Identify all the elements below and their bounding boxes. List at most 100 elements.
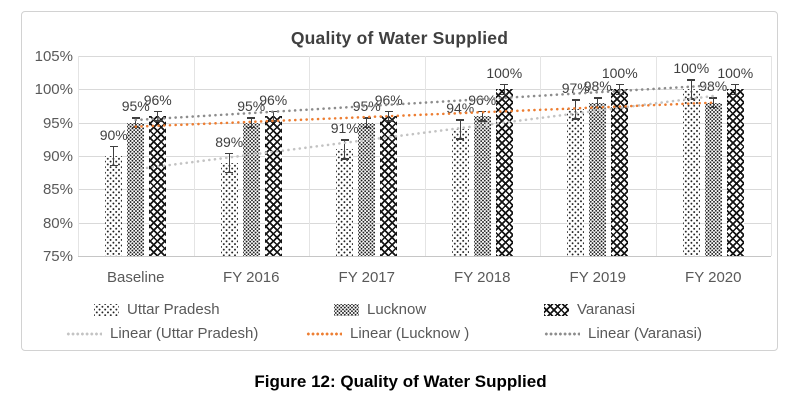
legend-item-lucknow: Lucknow bbox=[334, 302, 426, 318]
trendline-linear-lucknow- bbox=[134, 101, 715, 128]
legend-label: Varanasi bbox=[577, 301, 636, 318]
chart-frame: Quality of Water Supplied 105% 100% 95% 90%… bbox=[21, 11, 778, 351]
error-bar-cap-top bbox=[362, 117, 371, 119]
data-label: 89% bbox=[215, 133, 244, 150]
error-bar-cap-bottom bbox=[615, 93, 624, 95]
error-bar-cap-bottom bbox=[731, 93, 740, 95]
y-axis-tick-label: 85% bbox=[42, 181, 73, 199]
bar-uttar-pradesh bbox=[105, 156, 123, 256]
bar-lucknow bbox=[589, 102, 607, 256]
legend-label: Linear (Lucknow ) bbox=[350, 325, 470, 342]
error-bar-line bbox=[228, 152, 230, 173]
legend-item-varanasi: Varanasi bbox=[544, 302, 635, 318]
legend-swatch-dots-dense bbox=[334, 304, 359, 316]
bar-lucknow bbox=[358, 122, 376, 256]
data-label: 96% bbox=[374, 91, 403, 108]
trendline-linear-varanasi- bbox=[134, 84, 715, 122]
trendline-linear-uttar-pradesh- bbox=[134, 94, 715, 171]
error-bar-line bbox=[597, 97, 599, 108]
data-label: 90% bbox=[99, 127, 128, 143]
data-label: 94% bbox=[446, 100, 475, 117]
legend-item-linear-uttar-pradesh-: Linear (Uttar Pradesh) bbox=[66, 326, 258, 342]
error-bar-cap-top bbox=[225, 152, 234, 154]
bar-lucknow bbox=[704, 102, 722, 256]
v-gridline bbox=[424, 56, 426, 256]
bar-varanasi bbox=[149, 116, 167, 256]
legend-item-uttar-pradesh: Uttar Pradesh bbox=[94, 302, 220, 318]
x-axis-category-label: FY 2016 bbox=[223, 269, 280, 286]
error-bar-cap-top bbox=[500, 84, 509, 86]
legend-label: Linear (Varanasi) bbox=[588, 325, 702, 342]
y-axis-tick-label: 80% bbox=[42, 214, 73, 232]
error-bar-cap-top bbox=[709, 97, 718, 99]
v-gridline bbox=[540, 56, 541, 256]
v-gridline bbox=[655, 56, 657, 256]
legend-swatch-dotted-line bbox=[66, 332, 102, 336]
error-bar-line bbox=[272, 110, 274, 122]
error-bar-line bbox=[366, 117, 368, 128]
legend-label: Uttar Pradesh bbox=[127, 301, 220, 318]
y-axis-tick-label: 105% bbox=[34, 48, 73, 65]
bar-varanasi bbox=[611, 89, 629, 256]
error-bar-cap-top bbox=[247, 117, 256, 119]
legend-label: Linear (Uttar Pradesh) bbox=[110, 325, 259, 342]
error-bar-cap-bottom bbox=[478, 120, 487, 122]
error-bar-line bbox=[459, 119, 461, 140]
error-bar-cap-top bbox=[571, 99, 580, 101]
data-label: 100% bbox=[717, 65, 754, 81]
trendlines-layer bbox=[134, 84, 715, 171]
data-label: 96% bbox=[143, 91, 172, 108]
v-gridline bbox=[193, 56, 195, 256]
error-bar-line bbox=[734, 84, 736, 95]
data-label: 98% bbox=[583, 78, 612, 95]
legend-item-linear-varanasi-: Linear (Varanasi) bbox=[544, 326, 702, 342]
error-bar-cap-bottom bbox=[456, 138, 465, 140]
bar-lucknow bbox=[473, 116, 491, 256]
error-bar-line bbox=[113, 146, 115, 166]
data-label: 91% bbox=[330, 120, 359, 137]
error-bar-line bbox=[344, 139, 346, 160]
bar-varanasi bbox=[380, 116, 398, 256]
y-gridline bbox=[78, 256, 771, 257]
chart-title: Quality of Water Supplied bbox=[290, 28, 509, 48]
error-bar-cap-bottom bbox=[153, 120, 162, 122]
error-bar-line bbox=[690, 79, 692, 100]
bar-lucknow bbox=[127, 122, 145, 256]
x-axis-category-label: Baseline bbox=[106, 269, 165, 286]
y-axis-tick-label: 95% bbox=[42, 114, 73, 132]
data-label: 100% bbox=[601, 65, 638, 81]
legend-label: Lucknow bbox=[367, 301, 427, 318]
error-bar-line bbox=[481, 110, 483, 122]
error-bar-cap-top bbox=[456, 119, 465, 121]
legend-swatch-dots-sparse bbox=[94, 304, 119, 316]
x-axis-category-label: FY 2019 bbox=[569, 269, 626, 286]
bar-lucknow bbox=[242, 122, 260, 256]
error-bar-cap-top bbox=[731, 84, 740, 86]
bar-uttar-pradesh bbox=[451, 129, 469, 256]
bar-varanasi bbox=[726, 89, 744, 256]
figure-caption: Figure 12: Quality of Water Supplied bbox=[254, 372, 547, 391]
error-bar-line bbox=[157, 110, 159, 122]
x-axis-category-label: FY 2017 bbox=[338, 269, 395, 286]
data-label: 100% bbox=[673, 60, 710, 77]
data-label: 95% bbox=[352, 98, 381, 115]
legend-item-linear-lucknow-: Linear (Lucknow ) bbox=[306, 326, 469, 342]
y-axis-tick-label: 75% bbox=[42, 248, 73, 265]
error-bar-cap-bottom bbox=[340, 158, 349, 160]
error-bar-line bbox=[619, 84, 621, 95]
bar-varanasi bbox=[495, 89, 513, 256]
error-bar-cap-bottom bbox=[384, 120, 393, 122]
error-bar-line bbox=[135, 117, 137, 128]
legend-swatch-diamond-crosshatch bbox=[544, 304, 569, 316]
error-bar-cap-bottom bbox=[109, 165, 118, 167]
error-bar-cap-top bbox=[153, 110, 162, 112]
data-label: 96% bbox=[259, 91, 288, 108]
error-bar-cap-top bbox=[615, 84, 624, 86]
error-bar-cap-bottom bbox=[709, 107, 718, 109]
legend-swatch-dotted-line bbox=[544, 332, 580, 336]
error-bar-line bbox=[388, 110, 390, 122]
error-bar-cap-bottom bbox=[362, 127, 371, 129]
data-label: 95% bbox=[237, 98, 266, 115]
y-axis-tick-label: 100% bbox=[34, 81, 73, 99]
